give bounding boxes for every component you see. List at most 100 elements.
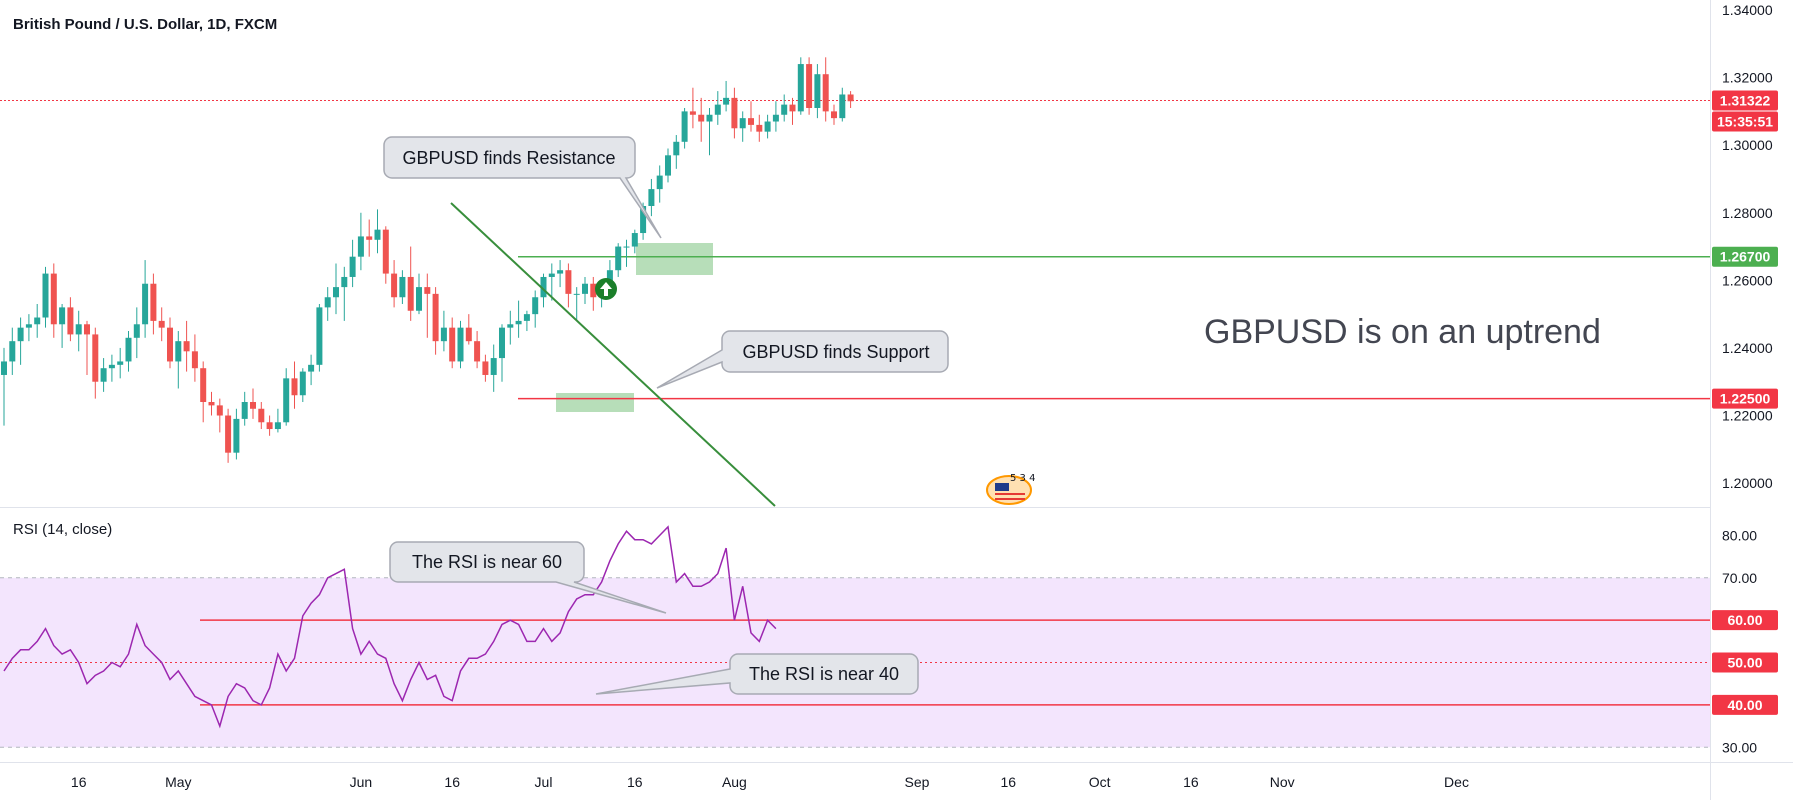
candle: [158, 307, 165, 342]
candlestick-series: [1, 57, 854, 463]
candle: [84, 320, 90, 375]
candle: [482, 354, 489, 382]
candle: [523, 310, 530, 332]
resistance-zone[interactable]: [636, 243, 713, 275]
candle-body: [142, 283, 149, 325]
candle: [250, 388, 256, 419]
candle: [532, 290, 539, 328]
candle-body: [523, 314, 530, 321]
candle: [333, 263, 339, 315]
callout-support[interactable]: GBPUSD finds Support: [656, 330, 949, 389]
candle: [391, 260, 398, 308]
candle: [233, 408, 240, 460]
candle: [1, 347, 7, 426]
candle-body: [216, 405, 223, 416]
candle-body: [482, 361, 489, 375]
candle-body: [449, 327, 456, 362]
arrow-up-icon[interactable]: [595, 278, 617, 300]
candle-body: [25, 324, 32, 328]
candle-body: [557, 270, 564, 274]
candle: [714, 91, 721, 125]
callout-rsi-60-text: The RSI is near 60: [412, 552, 562, 572]
trendline[interactable]: [450, 202, 776, 507]
time-tick-label: Nov: [1270, 774, 1295, 790]
candle-body: [175, 341, 182, 362]
candle: [797, 57, 804, 115]
candle: [573, 287, 580, 321]
candle: [25, 314, 32, 342]
rsi-tag-50.00-label: 50.00: [1727, 655, 1762, 671]
candle-body: [615, 246, 622, 271]
candle: [216, 398, 223, 433]
candle-body: [100, 368, 107, 382]
candle: [274, 408, 281, 433]
candle-body: [490, 358, 497, 375]
candle: [108, 354, 115, 382]
candle-body: [283, 378, 290, 423]
candle: [839, 87, 846, 122]
candle: [590, 276, 597, 311]
candle: [241, 391, 248, 426]
candle: [457, 320, 464, 369]
rsi-tag-60.00: 60.00: [1712, 610, 1778, 631]
candle-body: [133, 324, 140, 338]
candle-body: [167, 327, 173, 362]
candle-body: [474, 341, 481, 362]
candle-body: [374, 229, 381, 240]
candle: [631, 229, 638, 254]
callout-rsi-40[interactable]: The RSI is near 40: [595, 653, 919, 695]
candle: [92, 327, 99, 399]
candle: [623, 239, 630, 267]
candle-body: [183, 341, 190, 352]
candle: [133, 307, 140, 359]
time-tick-label: 16: [1183, 774, 1199, 790]
candle-body: [324, 297, 331, 308]
chart-title: British Pound / U.S. Dollar, 1D, FXCM: [13, 16, 277, 33]
candle: [283, 368, 290, 426]
candle: [349, 239, 356, 288]
rsi-tag-50.00: 50.00: [1712, 652, 1778, 673]
level-tag-1.26700: 1.26700: [1712, 246, 1778, 267]
candle-body: [540, 276, 547, 298]
candle: [673, 135, 680, 169]
price-tick-label: 1.26000: [1722, 272, 1773, 288]
candle-body: [75, 324, 82, 335]
candle-body: [582, 283, 588, 294]
candle: [100, 358, 107, 392]
countdown-tag-label: 15:35:51: [1717, 113, 1773, 129]
countdown-tag: 15:35:51: [1712, 111, 1778, 132]
callout-rsi-60[interactable]: The RSI is near 60: [389, 541, 667, 614]
price-axis: 1.34000 1.32000 1.30000 1.28000 1.26000 1.240…: [1722, 2, 1773, 491]
candle-body: [465, 327, 472, 342]
candle-body: [191, 351, 198, 369]
candle: [374, 209, 381, 254]
candle: [17, 317, 24, 365]
candle: [9, 327, 16, 375]
rsi-tag-40.00-label: 40.00: [1727, 697, 1762, 713]
candle-body: [440, 327, 447, 342]
candle: [266, 415, 273, 436]
candle-body: [565, 270, 572, 294]
candle: [399, 270, 406, 304]
candle: [507, 310, 514, 345]
candle-body: [117, 361, 124, 365]
candle: [59, 304, 66, 348]
price-tick-label: 1.34000: [1722, 2, 1773, 18]
candle: [357, 212, 364, 271]
candle: [499, 324, 505, 382]
callout-resistance[interactable]: GBPUSD finds Resistance: [383, 136, 662, 239]
time-tick-label: May: [165, 774, 191, 790]
candle-body: [681, 111, 688, 142]
candle: [748, 101, 754, 132]
candle: [681, 108, 688, 149]
candle: [432, 287, 439, 355]
support-zone[interactable]: [556, 393, 634, 412]
candle-body: [225, 415, 232, 453]
candle-body: [258, 408, 265, 423]
candle: [50, 263, 57, 338]
candle-body: [515, 320, 522, 325]
candle: [557, 260, 564, 288]
last-price-tag-label: 1.31322: [1720, 92, 1771, 108]
candle-body: [739, 118, 746, 129]
